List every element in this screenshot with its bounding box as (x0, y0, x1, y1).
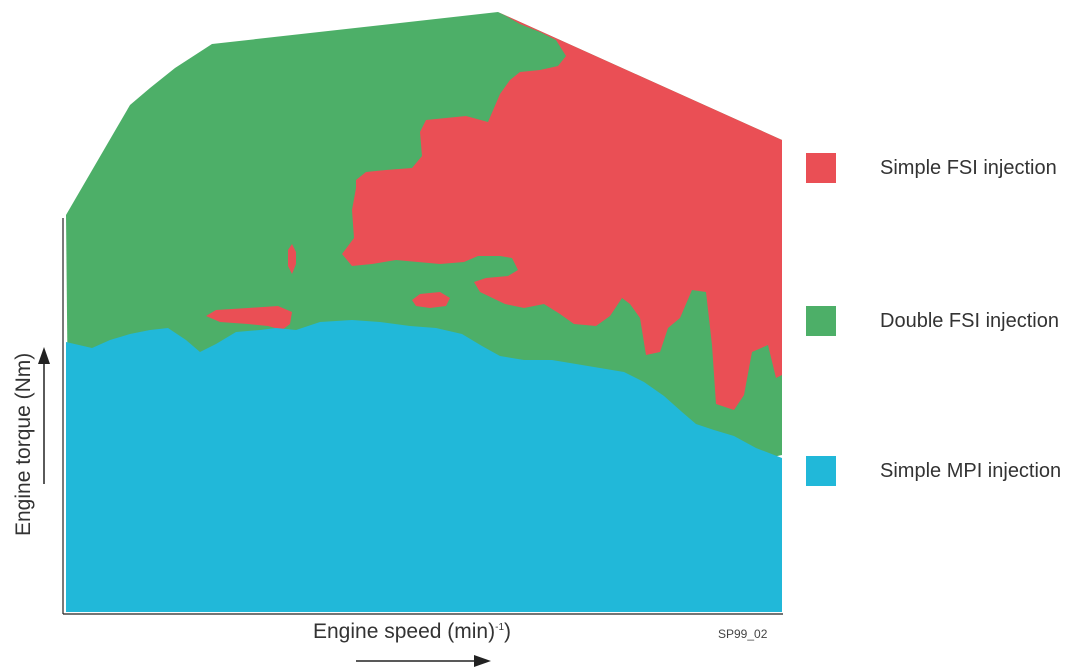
x-axis-label: Engine speed (min)-1) (313, 620, 511, 644)
legend-label-double-fsi: Double FSI injection (880, 309, 1059, 332)
island-simple-fsi-3 (288, 244, 296, 274)
legend-label-simple-mpi: Simple MPI injection (880, 459, 1062, 482)
island-simple-fsi-2 (412, 292, 450, 308)
legend-label-simple-fsi: Simple FSI injection (880, 156, 1057, 179)
legend-item-double-fsi: Double FSI injection (806, 305, 1059, 337)
y-axis-arrow-head (38, 347, 50, 364)
figure-code: SP99_02 (718, 627, 768, 641)
legend-swatch-simple-fsi (806, 153, 836, 183)
x-axis-label-tail: ) (504, 620, 512, 643)
legend-swatch-simple-mpi (806, 456, 836, 486)
legend-item-simple-fsi: Simple FSI injection (806, 152, 1057, 184)
legend-swatch-double-fsi (806, 306, 836, 336)
legend-item-simple-mpi: Simple MPI injection (806, 455, 1061, 487)
x-axis-label-main: Engine speed (min) (313, 620, 496, 643)
island-simple-fsi-1 (206, 306, 292, 330)
y-axis-label: Engine torque (Nm) (12, 352, 35, 536)
x-axis-label-superscript: -1 (495, 622, 505, 633)
x-axis-arrow-head (474, 655, 491, 667)
region-simple-mpi (66, 320, 782, 612)
region-simple-fsi (342, 12, 782, 410)
